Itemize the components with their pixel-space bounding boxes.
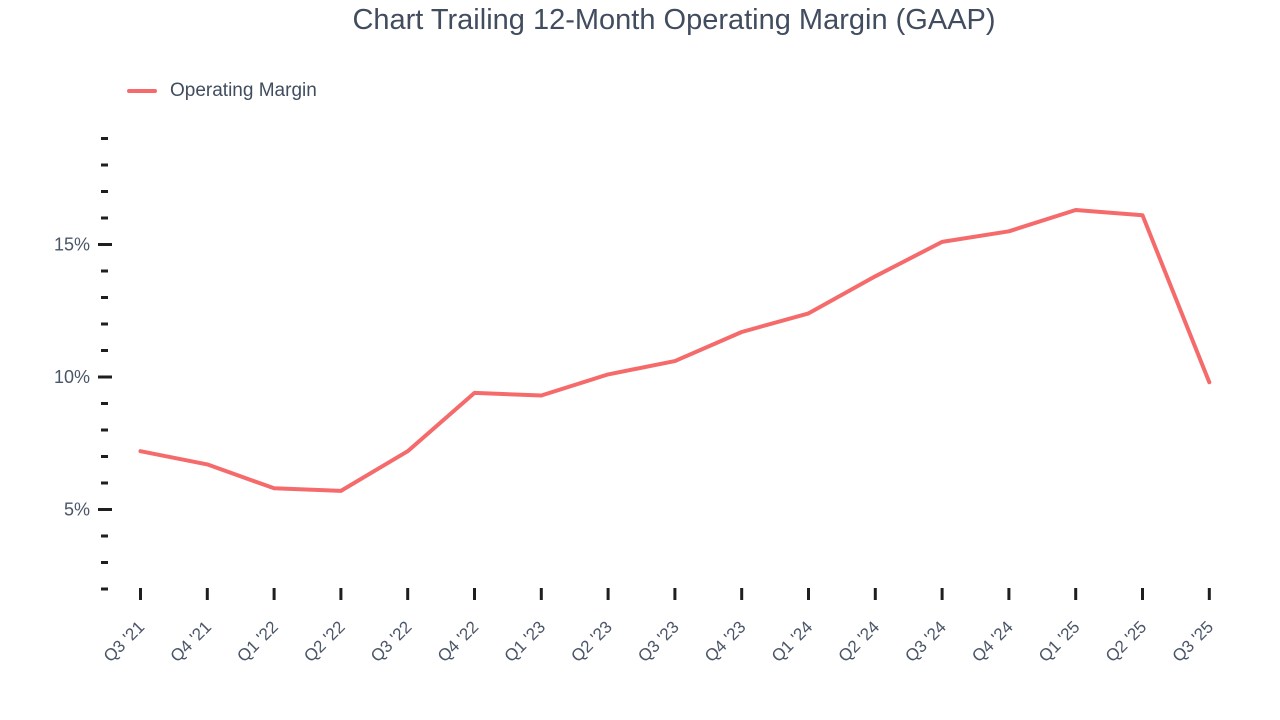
y-axis-label: 10% <box>54 367 90 387</box>
x-axis-label: Q1 '22 <box>233 617 281 665</box>
x-axis-label: Q4 '21 <box>167 617 215 665</box>
x-axis-label: Q2 '24 <box>835 617 883 665</box>
x-axis-label: Q3 '25 <box>1169 617 1217 665</box>
x-axis-label: Q1 '23 <box>501 617 549 665</box>
x-axis-label: Q1 '25 <box>1035 617 1083 665</box>
x-axis-label: Q3 '22 <box>367 617 415 665</box>
x-axis-label: Q4 '24 <box>968 617 1016 665</box>
x-axis-label: Q2 '23 <box>567 617 615 665</box>
y-axis-label: 5% <box>64 500 90 520</box>
legend-line-swatch <box>127 88 157 94</box>
y-axis-label: 15% <box>54 235 90 255</box>
x-axis-label: Q1 '24 <box>768 617 816 665</box>
chart-title: Chart Trailing 12-Month Operating Margin… <box>352 4 996 36</box>
x-axis-label: Q2 '22 <box>300 617 348 665</box>
x-axis-label: Q3 '23 <box>634 617 682 665</box>
series-line-operating-margin <box>138 208 1212 493</box>
x-axis-label: Q4 '23 <box>701 617 749 665</box>
legend: Operating Margin <box>127 80 317 102</box>
x-axis-label: Q2 '25 <box>1102 617 1150 665</box>
x-axis-label: Q3 '21 <box>100 617 148 665</box>
x-axis-label: Q3 '24 <box>901 617 949 665</box>
legend-label: Operating Margin <box>170 80 317 101</box>
x-axis-label: Q4 '22 <box>434 617 482 665</box>
